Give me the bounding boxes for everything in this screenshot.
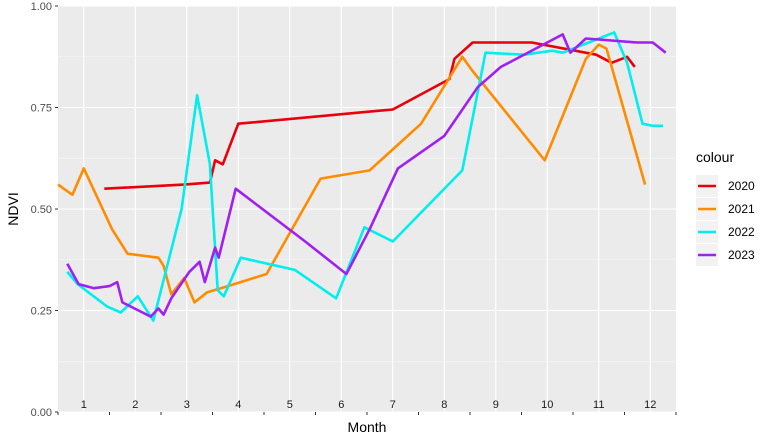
legend-label-2023: 2023 bbox=[728, 248, 755, 262]
grid-lines bbox=[58, 5, 676, 413]
legend-label-2022: 2022 bbox=[728, 225, 755, 239]
legend-label-2021: 2021 bbox=[728, 202, 755, 216]
month-label: 11 bbox=[593, 399, 604, 411]
month-label: 5 bbox=[287, 399, 293, 411]
month-label: 9 bbox=[493, 399, 499, 411]
month-label: 6 bbox=[338, 399, 344, 411]
month-label: 1 bbox=[81, 399, 87, 411]
series-line-2023 bbox=[66, 33, 667, 318]
y-tick-label: 1.00 bbox=[31, 1, 52, 13]
legend-title: colour bbox=[696, 149, 734, 165]
y-tick-label: 0.00 bbox=[31, 407, 52, 419]
month-label: 3 bbox=[184, 399, 190, 411]
y-tick-label: 0.25 bbox=[31, 306, 52, 318]
y-tick-label: 0.50 bbox=[31, 204, 52, 216]
month-label: 8 bbox=[441, 399, 447, 411]
month-label: 10 bbox=[541, 399, 553, 411]
month-label: 2 bbox=[132, 399, 138, 411]
month-label: 12 bbox=[644, 399, 656, 411]
y-tick-label: 0.75 bbox=[31, 103, 52, 115]
x-axis-title: Month bbox=[348, 419, 387, 435]
month-label: 7 bbox=[390, 399, 396, 411]
series-line-2022 bbox=[66, 31, 664, 322]
legend-label-2020: 2020 bbox=[728, 179, 755, 193]
month-label: 4 bbox=[235, 399, 241, 411]
y-axis-title: NDVI bbox=[5, 192, 21, 225]
axes: 0.000.250.500.751.001 2 3 4 5 6 7 8 9 10 11 12 bbox=[31, 1, 677, 419]
series-lines bbox=[57, 31, 667, 322]
legend: colour 2020 2021 2022 2023 bbox=[696, 149, 755, 266]
